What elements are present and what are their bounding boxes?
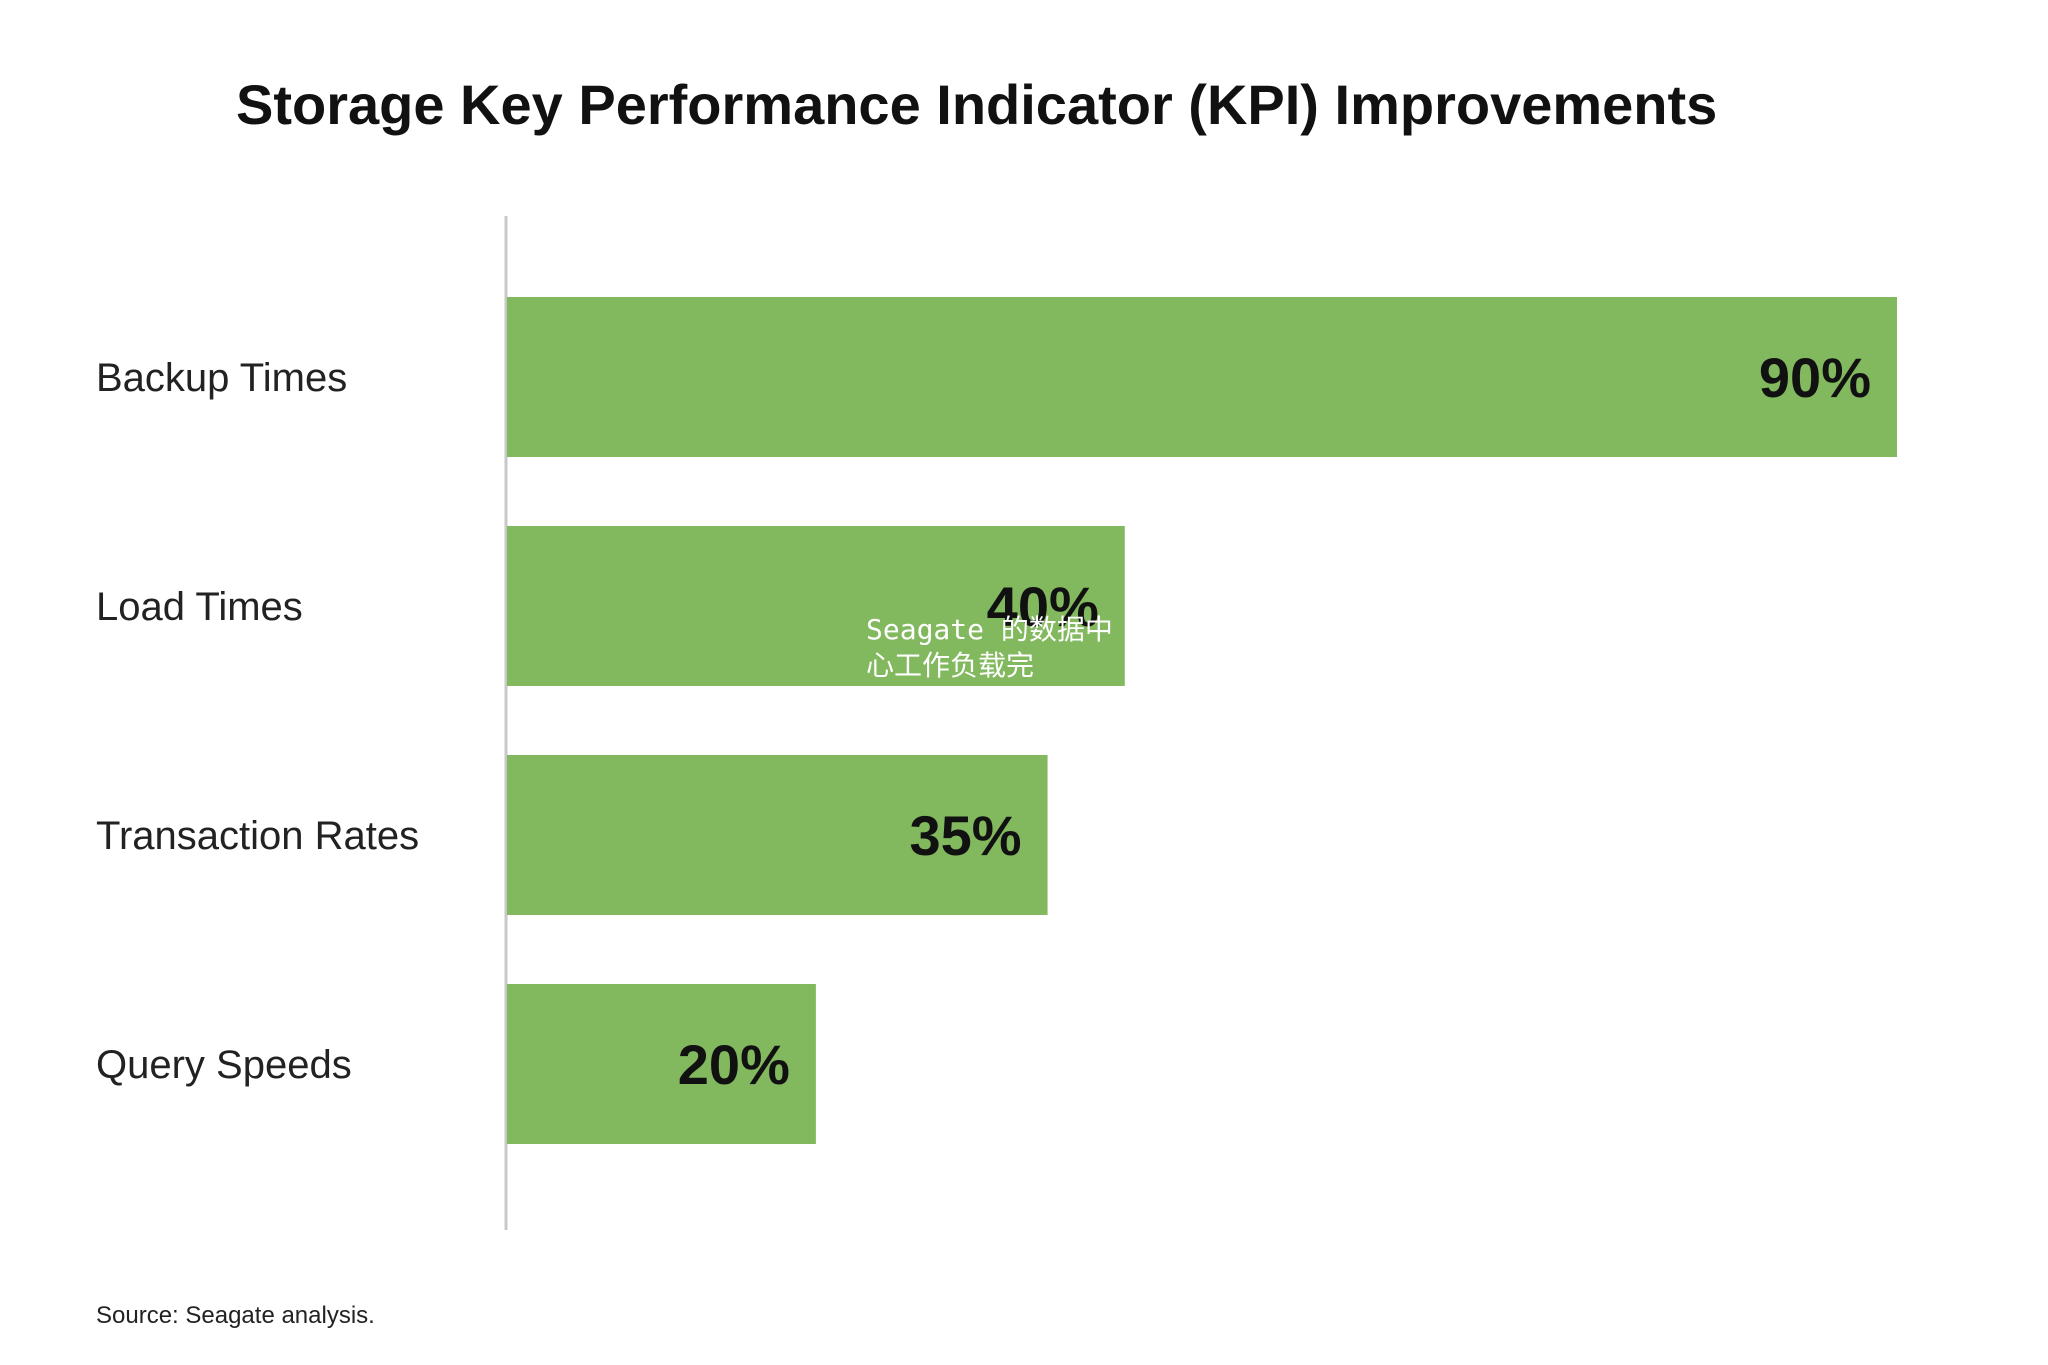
overlay-text: Seagate 的数据中心工作负载完 [866,613,1113,682]
bars-layer [507,297,1897,1144]
value-label: 90% [1759,346,1871,409]
source-note: Source: Seagate analysis. [96,1302,375,1329]
value-label: 20% [678,1033,790,1096]
bar-backup-times [507,297,1897,457]
category-label: Transaction Rates [96,814,419,858]
bar-transaction-rates [507,755,1048,915]
category-label: Query Speeds [96,1043,352,1087]
value-label: 40% [987,575,1099,638]
category-labels-layer: Backup Times Load Times Transaction Rates Q… [96,356,419,1087]
bar-query-speeds [507,984,816,1144]
chart-title: Storage Key Performance Indicator (KPI) … [236,73,1718,136]
bar-load-times [507,526,1125,686]
category-label: Backup Times [96,356,347,400]
category-label: Load Times [96,585,303,629]
value-labels-layer: 90% 40% 35% 20% [678,346,1871,1096]
value-label: 35% [909,804,1021,867]
